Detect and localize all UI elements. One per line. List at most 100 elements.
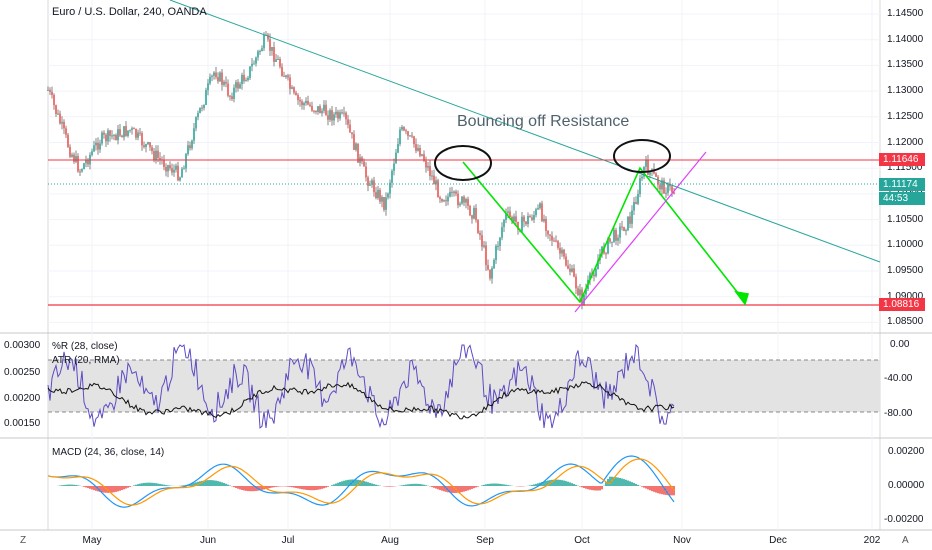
bearish-candle [139,127,141,136]
bullish-candle [465,197,467,209]
macd-hist-bar [77,485,79,486]
macd-hist-bar [153,482,155,486]
macd-hist-bar [235,486,237,488]
macd-hist-bar [561,480,563,486]
bullish-candle [245,77,247,82]
bullish-candle [251,57,253,72]
bearish-candle [407,130,409,140]
bullish-candle [111,130,113,140]
macd-hist-bar [451,486,453,493]
bearish-candle [281,63,283,77]
rising-channel-line[interactable] [574,151,707,313]
symbol-title[interactable]: Euro / U.S. Dollar, 240, OANDA [52,6,207,18]
bullish-candle [253,60,255,65]
bullish-candle [617,234,619,246]
macd-hist-bar [321,486,323,489]
macd-hist-bar [595,486,597,491]
macd-hist-bar [571,483,573,486]
macd-hist-bar [609,476,611,486]
bullish-candle [397,138,399,154]
macd-hist-bar [157,483,159,486]
bearish-candle [221,69,223,91]
bearish-candle [189,141,191,151]
macd-hist-bar [245,486,247,491]
bearish-candle [125,121,127,137]
macd-hist-bar [267,486,269,489]
macd-hist-bar [547,480,549,486]
macd-hist-bar [297,486,299,489]
macd-hist-bar [271,486,273,488]
macd-hist-bar [155,483,157,486]
bullish-candle [645,155,647,172]
bullish-candle [131,126,133,135]
zoom-icon[interactable]: Z [20,535,27,546]
macd-legend[interactable]: MACD (24, 36, close, 14) [52,447,165,458]
macd-hist-bar [541,482,543,486]
bearish-candle [301,99,303,110]
bearish-candle [77,153,79,173]
bearish-candle [565,253,567,267]
top-marker-circle[interactable] [434,145,492,181]
descending-trendline[interactable] [169,0,881,263]
macd-hist-bar [623,479,625,486]
macd-hist-bar [377,485,379,486]
macd-hist-bar [415,483,417,486]
macd-hist-bar [435,486,437,489]
top-marker-circle[interactable] [613,139,671,173]
macd-hist-bar [143,482,145,486]
auto-scale-icon[interactable]: A [902,535,909,546]
bearish-candle [165,163,167,177]
macd-hist-bar [115,486,117,492]
bullish-candle [93,140,95,153]
macd-hist-bar [331,485,333,486]
atr-axis-label: 0.00150 [4,418,41,429]
bearish-candle [529,214,531,218]
wpr-legend[interactable]: %R (28, close) [52,341,118,352]
macd-hist-bar [529,485,531,486]
macd-axis-label: 0.00200 [888,446,925,457]
macd-hist-bar [443,486,445,492]
macd-hist-bar [241,486,243,490]
macd-hist-bar [619,478,621,486]
macd-hist-bar [607,478,609,486]
macd-hist-bar [361,480,363,486]
macd-hist-bar [335,483,337,486]
bullish-candle [631,205,633,229]
bullish-candle [303,101,305,110]
time-axis-label: Nov [673,535,691,546]
resistance-price-tag: 1.11646 [879,153,925,166]
bullish-candle [493,258,495,270]
macd-hist-bar [663,486,665,495]
macd-hist-bar [111,486,113,493]
macd-hist-bar [237,486,239,489]
macd-hist-bar [265,486,267,489]
annotation-text[interactable]: Bouncing off Resistance [457,113,630,130]
price-axis-label: 1.10000 [887,239,924,251]
bullish-candle [113,134,115,141]
macd-hist-bar [545,480,547,486]
bearish-candle [157,145,159,163]
macd-hist-bar [669,486,671,496]
macd-hist-bar [273,486,275,488]
atr-legend[interactable]: ATR (20, RMA) [52,355,120,366]
atr-axis-label: 0.00200 [4,393,41,404]
projection-arrows[interactable] [462,161,750,306]
macd-hist-bar [649,486,651,491]
bearish-candle [51,86,53,99]
macd-hist-bar [507,485,509,486]
macd-hist-bar [123,486,125,490]
macd-hist-bar [269,486,271,489]
macd-hist-bar [87,486,89,489]
bullish-candle [431,170,433,181]
macd-hist-bar [315,486,317,491]
bullish-candle [61,116,63,130]
bearish-candle [135,128,137,141]
bearish-candle [441,198,443,203]
macd-hist-bar [161,484,163,486]
macd-hist-bar [505,484,507,486]
macd-hist-bar [201,480,203,486]
macd-hist-bar [581,486,583,488]
bullish-candle [127,130,129,138]
